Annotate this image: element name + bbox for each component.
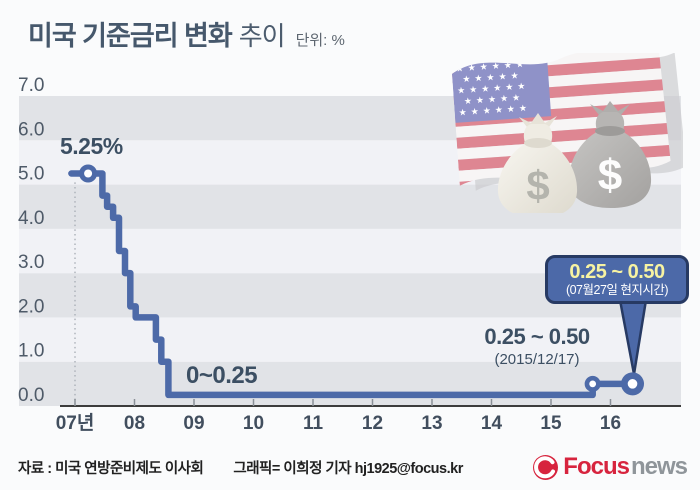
x-axis-label: 16: [600, 413, 621, 434]
flag-stars: ★★★★★★ ★★★★★ ★★★★★★ ★★★★★ ★★★★★★: [455, 59, 531, 118]
callout-rate: 0.25 ~ 0.50: [569, 261, 665, 283]
x-axis-label: 13: [421, 413, 442, 434]
x-axis-label: 07년: [56, 412, 95, 434]
x-axis-label: 12: [362, 413, 383, 434]
y-axis-label: 3.0: [18, 252, 44, 273]
x-axis-label: 10: [243, 413, 264, 434]
annotation-dec2015: 0.25 ~ 0.50 (2015/12/17): [448, 324, 626, 368]
y-axis-label: 5.0: [18, 164, 44, 185]
grid-band: [19, 317, 681, 362]
y-axis-label: 0.0: [18, 385, 44, 406]
logo-focus-text: Focus: [563, 453, 630, 480]
y-axis-label: 1.0: [18, 341, 44, 362]
x-axis-label: 15: [540, 413, 562, 434]
annotation-dec2015-date: (2015/12/17): [494, 351, 580, 368]
callout-current-rate: 0.25 ~ 0.50 (07월27일 현지시간): [545, 255, 689, 304]
annotation-dec2015-rate: 0.25 ~ 0.50: [484, 324, 590, 349]
x-axis-label: 14: [481, 413, 503, 434]
rate-line: [68, 170, 636, 399]
x-axis-label: 11: [303, 413, 324, 434]
page-title: 미국 기준금리 변화: [28, 21, 233, 51]
credit-note: 그래픽= 이희정 기자 hj1925@focus.kr: [233, 461, 463, 477]
footer: 자료 : 미국 연방준비제도 이사회 그래픽= 이희정 기자 hj1925@fo…: [18, 457, 463, 478]
money-bag-gray-icon: $: [568, 101, 652, 208]
focus-swirl-icon: [533, 454, 559, 480]
page-title-suffix: 추이: [238, 21, 286, 51]
focusnews-logo: Focus news: [532, 453, 688, 481]
svg-text:★★★★★: ★★★★★: [464, 92, 525, 106]
annotation-start-rate: 5.25%: [60, 133, 123, 159]
dollar-sign: $: [598, 151, 622, 200]
y-axis-label: 6.0: [18, 119, 44, 140]
unit-label: 단위: %: [295, 32, 345, 49]
data-point-marker-center: [84, 169, 93, 178]
svg-text:★★★★★: ★★★★★: [462, 70, 523, 84]
page-header: 미국 기준금리 변화 추이 단위: %: [28, 14, 345, 53]
flag-and-moneybags-art: ★★★★★★ ★★★★★ ★★★★★★ ★★★★★ ★★★★★★ $ $: [451, 53, 683, 213]
callout-date: (07월27일 현지시간): [565, 283, 669, 297]
annotation-zero-range: 0~0.25: [186, 362, 258, 389]
logo-news-text: news: [630, 453, 688, 480]
dollar-sign: $: [526, 162, 549, 209]
y-axis-label: 2.0: [18, 296, 44, 317]
grid-band: [19, 361, 681, 406]
source-note: 자료 : 미국 연방준비제도 이사회: [18, 461, 204, 477]
data-point-marker-center: [589, 380, 597, 388]
y-axis-label: 7.0: [18, 75, 44, 96]
x-axis-label: 08: [124, 413, 145, 434]
data-point-marker-center: [627, 379, 638, 389]
x-axis-label: 09: [183, 413, 204, 434]
y-axis-label: 4.0: [18, 208, 44, 229]
money-bag-white-icon: $: [497, 113, 578, 213]
